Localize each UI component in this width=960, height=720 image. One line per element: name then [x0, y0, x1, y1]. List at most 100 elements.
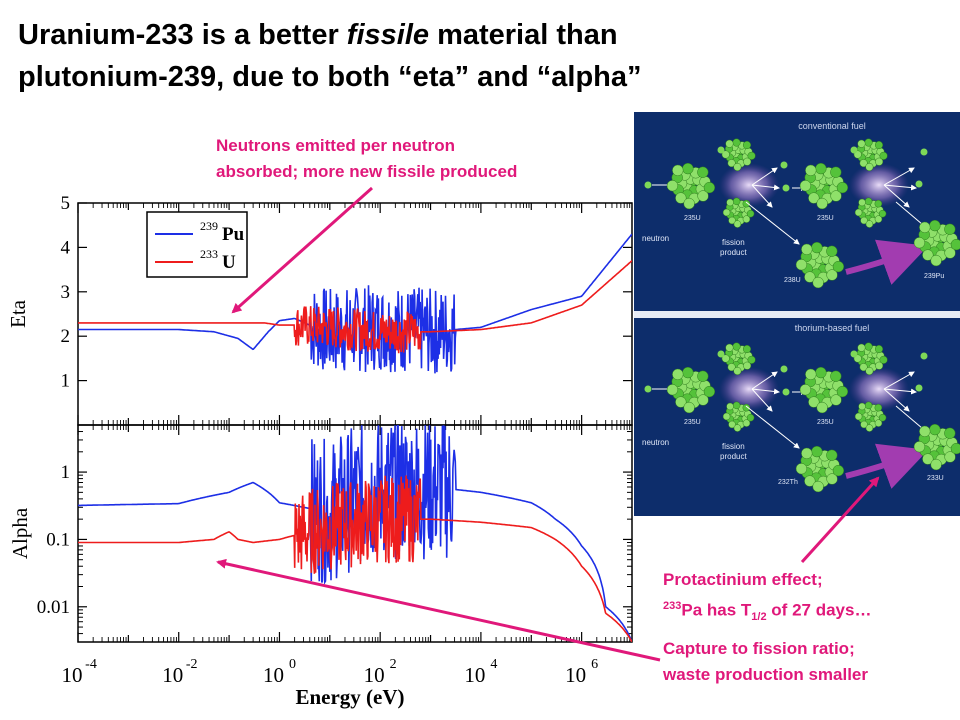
x-tick-label: 10	[263, 663, 284, 687]
reaction-arrow	[745, 201, 800, 245]
nucleon	[733, 162, 742, 172]
nucleon	[836, 385, 849, 398]
eta-233U-line	[78, 260, 632, 354]
nucleon	[795, 259, 808, 271]
nucleon	[854, 208, 863, 217]
y-tick-label: 5	[61, 193, 71, 214]
x-tick-exponent: 2	[390, 657, 397, 672]
nucleon	[799, 384, 812, 396]
nucleon	[919, 425, 931, 438]
u235-label: 235U	[817, 215, 834, 222]
nucleon	[672, 164, 684, 177]
neutron-dot	[920, 148, 928, 156]
nucleon	[683, 401, 695, 414]
annotation-eta-line1: Neutrons emitted per neutron	[216, 136, 455, 155]
nucleon	[860, 216, 868, 225]
nucleon	[811, 445, 823, 458]
u235-label: 235U	[684, 215, 701, 222]
nucleon	[854, 412, 863, 421]
nucleon	[747, 355, 756, 364]
u238-label: 238U	[784, 277, 801, 284]
nucleon	[675, 396, 687, 408]
alpha-axis-label: Alpha	[8, 507, 32, 559]
nucleon	[742, 403, 751, 412]
nucleon	[808, 396, 820, 408]
nucleon	[804, 271, 816, 283]
nucleon	[742, 419, 751, 427]
nucleon	[950, 238, 960, 251]
neutron-dot	[717, 146, 725, 154]
fissile-nucleus	[799, 366, 849, 414]
nucleon	[859, 363, 868, 372]
fission-fragment	[722, 401, 755, 432]
title-line2: plutonium-239, due to both “eta” and “al…	[18, 61, 642, 93]
x-axis-label: Energy (eV)	[295, 685, 404, 709]
legend-label: U	[222, 252, 236, 273]
fission-glow	[849, 367, 909, 411]
nucleon	[879, 355, 888, 364]
nucleon	[830, 166, 842, 178]
legend-sup: 233	[200, 247, 218, 261]
nucleon	[743, 157, 752, 166]
nucleon	[858, 402, 866, 411]
nucleon	[733, 424, 742, 432]
nucleon	[742, 345, 752, 354]
nucleon	[857, 139, 866, 148]
y-tick-label: 0.01	[37, 597, 70, 618]
nucleon	[864, 342, 873, 351]
nucleon	[919, 221, 931, 234]
x-tick-exponent: 4	[490, 657, 497, 672]
x-tick-label: 10	[464, 663, 485, 687]
nucleon	[929, 423, 941, 436]
fertile-nucleus	[795, 241, 845, 289]
reaction-arrow	[751, 167, 778, 186]
nucleon	[857, 343, 866, 352]
nucleon	[801, 243, 813, 256]
pa-days: of 27 days…	[766, 600, 872, 620]
nucleon	[930, 458, 942, 471]
eta-axis-label: Eta	[6, 299, 30, 328]
reaction-arrow	[883, 184, 917, 191]
neutron-dot	[920, 352, 928, 360]
nucleon	[805, 164, 817, 177]
nucleon	[929, 219, 941, 232]
u235-label: 235U	[684, 419, 701, 426]
neutron-dot	[915, 180, 923, 188]
reaction-arrow	[883, 388, 910, 412]
diagram-divider	[634, 311, 960, 318]
nucleon	[726, 198, 734, 207]
nucleon	[865, 366, 874, 376]
nucleon	[830, 394, 842, 406]
nucleon	[832, 260, 845, 273]
nucleon	[742, 199, 751, 208]
nucleon	[878, 413, 887, 422]
nucleon	[812, 480, 824, 493]
nucleon	[815, 366, 827, 379]
nucleon	[812, 276, 824, 289]
nucleon	[913, 441, 926, 453]
nucleon	[732, 138, 741, 147]
nucleon	[859, 159, 868, 168]
nucleon	[795, 463, 808, 475]
reaction-arrow	[883, 388, 917, 395]
diagram-artwork	[644, 138, 960, 493]
nucleon	[733, 366, 742, 376]
nucleon	[732, 342, 741, 351]
pu239-label: 239Pu	[924, 273, 944, 280]
nucleon	[732, 197, 741, 206]
nucleon	[697, 394, 709, 406]
nucleon	[721, 354, 730, 363]
pa-mass-number: 233	[663, 600, 682, 612]
nucleon	[733, 220, 742, 228]
nucleon	[732, 401, 741, 410]
neutron-dot	[850, 350, 858, 358]
reaction-arrow	[745, 405, 800, 449]
nucleon	[675, 192, 687, 204]
nucleon	[860, 420, 868, 429]
nucleon	[944, 451, 956, 463]
nucleon	[703, 385, 716, 398]
nucleon	[826, 269, 838, 281]
x-tick-exponent: 0	[289, 657, 296, 672]
neutron-dot	[915, 384, 923, 392]
bred-fissile-nucleus	[913, 423, 960, 471]
